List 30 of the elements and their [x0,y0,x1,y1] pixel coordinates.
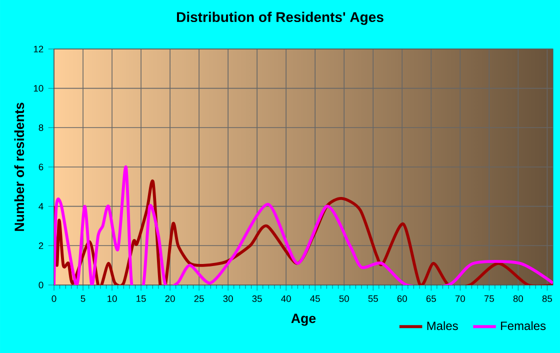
y-tick-label: 10 [34,85,44,92]
x-tick-label: 80 [513,295,524,302]
y-tick-label: 0 [38,282,44,288]
y-tick-label: 4 [38,203,44,210]
x-axis-title: Age [291,314,316,326]
y-tick-label: 6 [38,164,44,170]
x-tick-label: 25 [194,295,204,302]
x-tick-label: 70 [455,295,465,302]
x-tick-label: 75 [484,295,494,302]
y-tick-label: 2 [38,242,44,249]
x-tick-label: 0 [52,295,56,302]
x-tick-label: 20 [165,295,175,302]
y-axis-title: Number of residents [14,102,24,231]
y-tick-label: 12 [34,46,44,52]
x-tick-label: 10 [108,295,117,302]
x-tick-label: 30 [223,295,233,302]
x-tick-label: 5 [80,295,86,302]
x-tick-label: 15 [136,295,146,302]
x-tick-label: 50 [339,295,349,302]
chart-title: Distribution of Residents' Ages [176,12,384,25]
x-tick-label: 55 [368,295,378,302]
x-tick-label: 40 [281,295,291,302]
x-tick-label: 85 [542,295,552,302]
legend-label: Females [501,321,546,330]
legend-label: Males [427,321,458,330]
y-tick-label: 8 [38,124,44,131]
x-tick-label: 65 [426,295,436,302]
x-tick-label: 60 [397,295,407,302]
x-tick-label: 35 [252,295,262,302]
x-tick-label: 45 [310,295,320,302]
